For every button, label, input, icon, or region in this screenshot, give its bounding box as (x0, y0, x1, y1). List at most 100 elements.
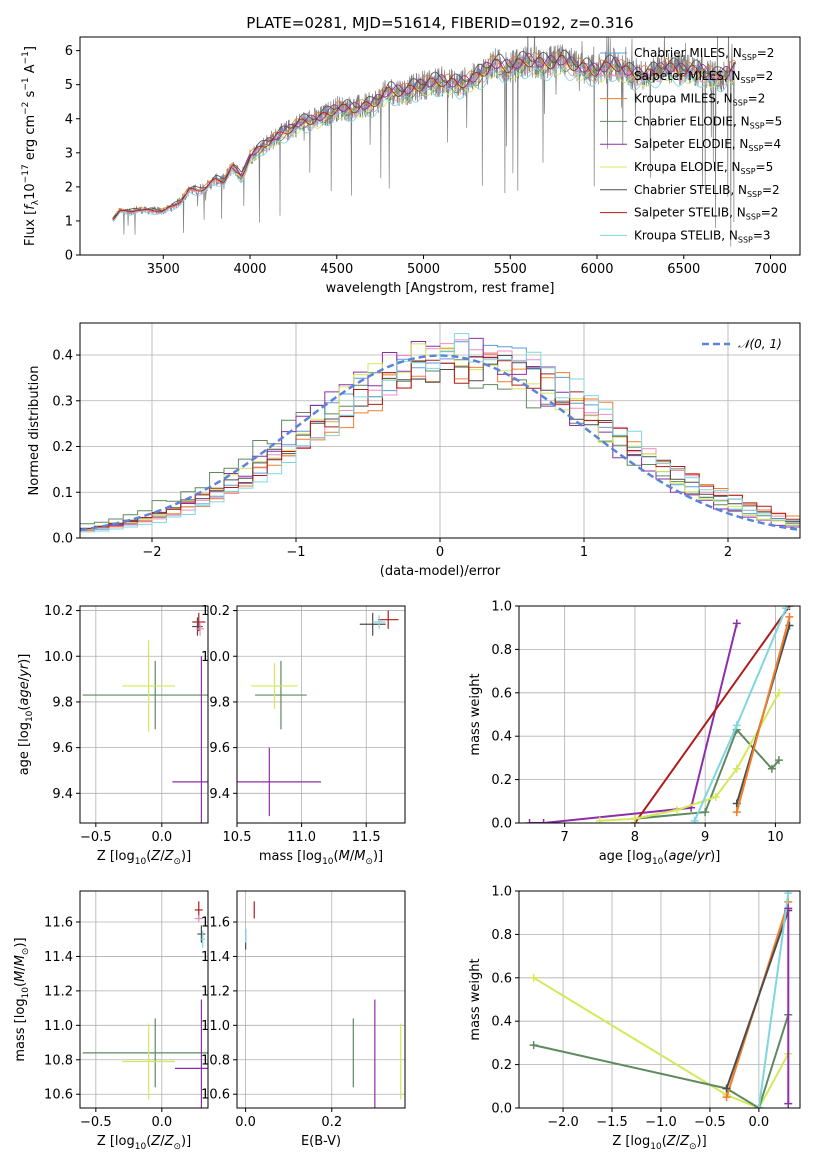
model-line-chabrier-miles (112, 55, 736, 220)
legend-entry: Chabrier STELIB, NSSP=2 (634, 183, 780, 199)
y-tick-label: 9.8 (209, 695, 230, 710)
histogram-kroupa-stelib (80, 333, 800, 534)
weight-line-chabrier-elodie (533, 1014, 790, 1108)
x-axis-label: Z [log10(Z/Z⊙)] (97, 849, 191, 867)
weight-marker (529, 973, 538, 982)
model-line-kroupa-elodie (232, 63, 736, 178)
plot-area (245, 901, 402, 1108)
x-tick-label: 7 (561, 830, 569, 845)
y-tick-label: 0.0 (491, 817, 512, 832)
x-axis-label: E(B-V) (301, 1134, 341, 1149)
x-tick-label: 0.0 (749, 1115, 770, 1130)
x-tick-label: −2.0 (547, 1115, 579, 1130)
legend-entry: Kroupa MILES, NSSP=2 (634, 92, 765, 108)
y-tick-label: 0.0 (491, 1102, 512, 1117)
x-tick-label: 1 (580, 545, 588, 560)
weight-marker (525, 819, 534, 823)
panel-mass_vs_Z: −0.5 0.0 10.6 10.8 11.0 11.2 11.4 11.6 Z [log10(… (13, 890, 209, 1152)
y-tick-label: 11.0 (44, 1019, 73, 1034)
y-tick-label: 10.8 (44, 1053, 73, 1068)
axes-frame (518, 890, 801, 1109)
x-tick-label: 3500 (147, 262, 180, 277)
y-axis-label: Flux [fλ10−17 erg cm−2 s−1 A−1] (21, 46, 41, 246)
model-line-salpeter-stelib (112, 54, 736, 221)
weight-marker (754, 1104, 763, 1108)
y-axis-label: mass weight (468, 958, 483, 1040)
y-tick-label: 11.4 (201, 950, 230, 965)
x-tick-label: 11.5 (352, 830, 381, 845)
weight-line-kroupa-elodie (599, 692, 780, 822)
y-axis-label: mass [log10(M/M⊙)] (13, 937, 31, 1061)
y-tick-label: 3 (65, 146, 73, 161)
weight-line-chabrier-stelib (725, 910, 790, 1089)
panel-age_vs_mass: 10.5 11.0 11.5 9.4 9.6 9.8 10.0 10.2 mass [log10… (201, 604, 406, 867)
y-tick-label: 11.6 (44, 916, 73, 931)
panel-massweight_vs_age: 7 8 9 10 0.0 0.2 0.4 0.6 0.8 1.0 age [log10(age/yr… (468, 600, 801, 867)
x-axis-label: mass [log10(M/M⊙)] (259, 849, 383, 867)
weight-marker (774, 756, 783, 765)
model-line-chabrier-stelib (112, 49, 736, 219)
legend-entry: Salpeter ELODIE, NSSP=4 (634, 137, 781, 153)
weight-marker (732, 808, 741, 817)
legend-entry: Chabrier ELODIE, NSSP=5 (634, 114, 782, 130)
x-tick-label: 0.0 (151, 830, 172, 845)
y-tick-label: 0.4 (491, 730, 512, 745)
y-tick-label: 0 (65, 249, 73, 264)
x-tick-label: 9 (701, 830, 709, 845)
weight-marker (701, 808, 710, 817)
model-line-kroupa-stelib (112, 67, 735, 223)
weight-marker (529, 1041, 538, 1050)
axes-frame (518, 605, 801, 824)
model-line-salpeter-elodie (232, 52, 736, 176)
y-tick-label: 10.0 (44, 650, 73, 665)
axes-frame (79, 605, 209, 824)
y-tick-label: 10.0 (201, 650, 230, 665)
y-tick-label: 6 (65, 44, 73, 59)
x-tick-label: 5500 (494, 262, 527, 277)
y-tick-label: 0.6 (491, 686, 512, 701)
x-axis-label: (data-model)/error (380, 564, 501, 579)
x-tick-label: 6000 (580, 262, 613, 277)
weight-marker (722, 1093, 731, 1102)
x-tick-label: 11.0 (287, 830, 316, 845)
panel-massweight_vs_Z: −2.0 −1.5 −1.0 −0.5 0.0 0.0 0.2 0.4 0.6 0.8 1.0 Z [… (468, 885, 801, 1152)
panel-age_vs_Z: −0.5 0.0 9.4 9.6 9.8 10.0 10.2 Z [log10(Z/Z⊙)] a… (17, 604, 209, 867)
weight-marker (781, 606, 790, 613)
y-tick-label: 0.2 (491, 1058, 512, 1073)
legend-entry: 𝒩(0, 1) (738, 337, 782, 351)
x-tick-label: 0 (436, 545, 444, 560)
y-tick-label: 10.6 (201, 1088, 230, 1103)
x-tick-label: 4000 (233, 262, 266, 277)
x-tick-label: 2 (724, 545, 732, 560)
x-tick-label: −1 (286, 545, 305, 560)
y-tick-label: 11.2 (44, 984, 73, 999)
y-tick-label: 5 (65, 78, 73, 93)
y-tick-label: 9.6 (209, 741, 230, 756)
x-tick-label: 0.0 (235, 1115, 256, 1130)
spectrum-legend: Chabrier MILES, NSSP=2 Salpeter MILES, NS… (600, 46, 782, 244)
x-tick-label: −0.5 (80, 830, 112, 845)
panel-spectrum: 3500 4000 4500 5000 5500 6000 6500 7000 0 1 2 3 4 5 6 w… (21, 36, 801, 296)
panel-residual_hist: −2 −1 0 1 2 0.0 0.1 0.2 0.3 0.4 (data-model)/error… (27, 322, 801, 579)
weight-marker (774, 688, 783, 697)
plot-area (82, 612, 208, 823)
y-tick-label: 9.6 (52, 741, 73, 756)
weight-marker (595, 816, 604, 823)
y-tick-label: 9.8 (52, 695, 73, 710)
weight-marker (732, 619, 741, 628)
histogram-salpeter-elodie (80, 337, 800, 531)
x-axis-label: age [log10(age/yr)] (599, 849, 721, 867)
weight-marker (784, 1099, 793, 1108)
weight-marker (673, 805, 682, 814)
weight-marker (785, 612, 794, 621)
x-tick-label: 4500 (320, 262, 353, 277)
y-tick-label: 0.3 (52, 394, 73, 409)
x-tick-label: 0.0 (151, 1115, 172, 1130)
weight-marker (732, 764, 741, 773)
y-axis-label: Normed distribution (27, 366, 42, 496)
y-tick-label: 4 (65, 112, 73, 127)
y-tick-label: 10.8 (201, 1053, 230, 1068)
y-tick-label: 2 (65, 180, 73, 195)
x-tick-label: 7000 (754, 262, 787, 277)
